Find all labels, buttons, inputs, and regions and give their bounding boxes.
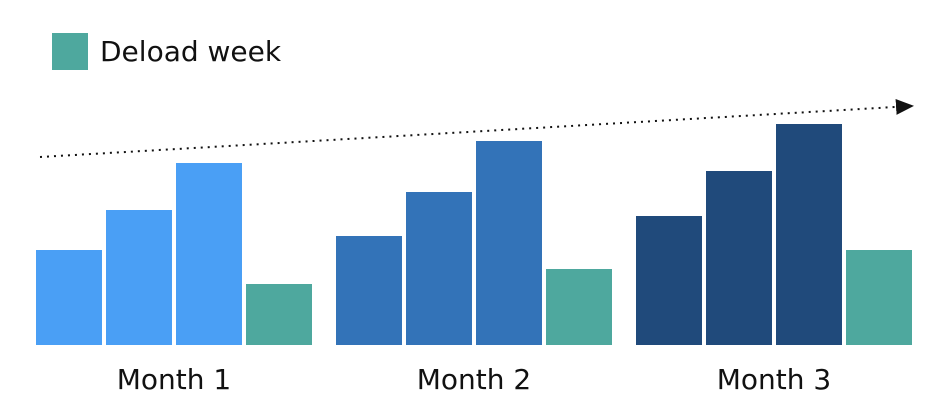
bar: [246, 284, 312, 345]
bar: [336, 236, 402, 345]
bar: [776, 124, 842, 345]
bar: [476, 141, 542, 345]
legend-swatch: [52, 33, 88, 70]
bar: [636, 216, 702, 345]
bar: [546, 269, 612, 345]
bar: [706, 171, 772, 345]
bar: [406, 192, 472, 345]
bar: [846, 250, 912, 345]
x-tick-label: Month 1: [117, 363, 231, 396]
legend-label: Deload week: [100, 35, 282, 68]
bar: [176, 163, 242, 345]
x-tick-label: Month 3: [717, 363, 831, 396]
bar: [106, 210, 172, 345]
bar: [36, 250, 102, 345]
x-tick-label: Month 2: [417, 363, 531, 396]
